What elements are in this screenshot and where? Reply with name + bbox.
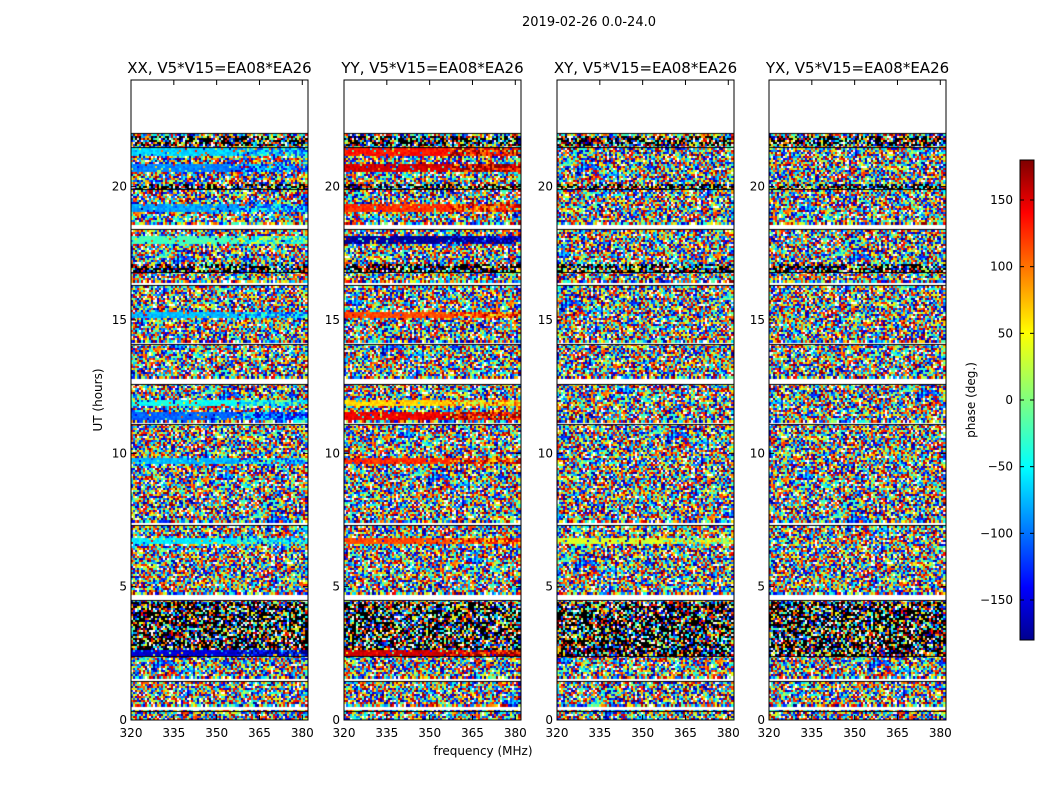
y-tick-label: 0 [119, 713, 127, 727]
x-tick-label: 320 [546, 726, 569, 740]
y-tick-label: 15 [112, 313, 127, 327]
panel-title: YX, V5*V15=EA08*EA26 [765, 59, 949, 77]
x-axis-label: frequency (MHz) [433, 744, 532, 758]
panel-heatmap [131, 80, 308, 720]
colorbar: −150 −100 −50 0 50 100 150 phase (deg.) [964, 159, 1035, 641]
colorbar-tick-label: 50 [998, 326, 1013, 340]
x-tick-label: 365 [461, 726, 484, 740]
x-tick-label: 350 [205, 726, 228, 740]
panel-heatmap [557, 80, 734, 720]
panels: XX, V5*V15=EA08*EA26 320 335 350 365 380 0 5 10 1… [112, 59, 952, 740]
panel-title: XX, V5*V15=EA08*EA26 [127, 59, 311, 77]
figure-suptitle: 2019-02-26 0.0-24.0 [522, 15, 656, 30]
panel-frame [343, 79, 522, 721]
y-tick-label: 5 [545, 580, 553, 594]
y-tick-label: 10 [750, 446, 765, 460]
x-tick-label: 380 [929, 726, 952, 740]
y-tick-label: 10 [325, 446, 340, 460]
x-tick-label: 380 [504, 726, 527, 740]
panel-frame [768, 79, 947, 721]
colorbar-tick-label: −100 [980, 526, 1013, 540]
y-tick-label: 0 [332, 713, 340, 727]
x-tick-label: 350 [843, 726, 866, 740]
x-tick-label: 335 [800, 726, 823, 740]
y-axis-label: UT (hours) [91, 368, 105, 431]
x-tick-label: 365 [248, 726, 271, 740]
panel-xy: XY, V5*V15=EA08*EA26 320 335 350 365 380 0 5 10 1… [538, 59, 740, 740]
x-tick-label: 365 [886, 726, 909, 740]
colorbar-tick-label: 100 [990, 260, 1013, 274]
y-tick-label: 15 [325, 313, 340, 327]
y-tick-label: 15 [750, 313, 765, 327]
panel-heatmap [769, 80, 946, 720]
colorbar-ticks: −150 −100 −50 0 50 100 150 [980, 193, 1034, 607]
colorbar-label: phase (deg.) [964, 362, 978, 438]
y-tick-label: 0 [757, 713, 765, 727]
colorbar-tick-label: −50 [988, 460, 1013, 474]
x-tick-label: 320 [120, 726, 143, 740]
panel-title: XY, V5*V15=EA08*EA26 [554, 59, 737, 77]
y-tick-label: 5 [757, 580, 765, 594]
y-tick-label: 0 [545, 713, 553, 727]
x-tick-label: 350 [631, 726, 654, 740]
colorbar-tick-label: 150 [990, 193, 1013, 207]
x-tick-label: 320 [333, 726, 356, 740]
x-tick-label: 335 [162, 726, 185, 740]
x-tick-label: 320 [758, 726, 781, 740]
colorbar-tick-label: −150 [980, 593, 1013, 607]
colorbar-tick-label: 0 [1005, 393, 1013, 407]
y-tick-label: 10 [538, 446, 553, 460]
x-tick-label: 380 [717, 726, 740, 740]
x-tick-label: 350 [418, 726, 441, 740]
y-tick-label: 20 [112, 180, 127, 194]
panel-yx: YX, V5*V15=EA08*EA26 320 335 350 365 380 0 5 10 1… [750, 59, 952, 740]
y-tick-label: 20 [750, 180, 765, 194]
panel-title: YY, V5*V15=EA08*EA26 [340, 59, 523, 77]
panel-frame [130, 79, 309, 721]
x-tick-label: 335 [375, 726, 398, 740]
y-tick-label: 20 [325, 180, 340, 194]
y-tick-label: 15 [538, 313, 553, 327]
panel-xx: XX, V5*V15=EA08*EA26 320 335 350 365 380 0 5 10 1… [112, 59, 314, 740]
panel-heatmap [344, 80, 521, 720]
panel-yy: YY, V5*V15=EA08*EA26 320 335 350 365 380 0 5 10 1… [325, 59, 527, 740]
y-tick-label: 10 [112, 446, 127, 460]
x-tick-label: 380 [291, 726, 314, 740]
y-tick-label: 5 [332, 580, 340, 594]
y-tick-label: 20 [538, 180, 553, 194]
x-tick-label: 335 [588, 726, 611, 740]
panel-frame [556, 79, 735, 721]
x-tick-label: 365 [674, 726, 697, 740]
y-tick-label: 5 [119, 580, 127, 594]
